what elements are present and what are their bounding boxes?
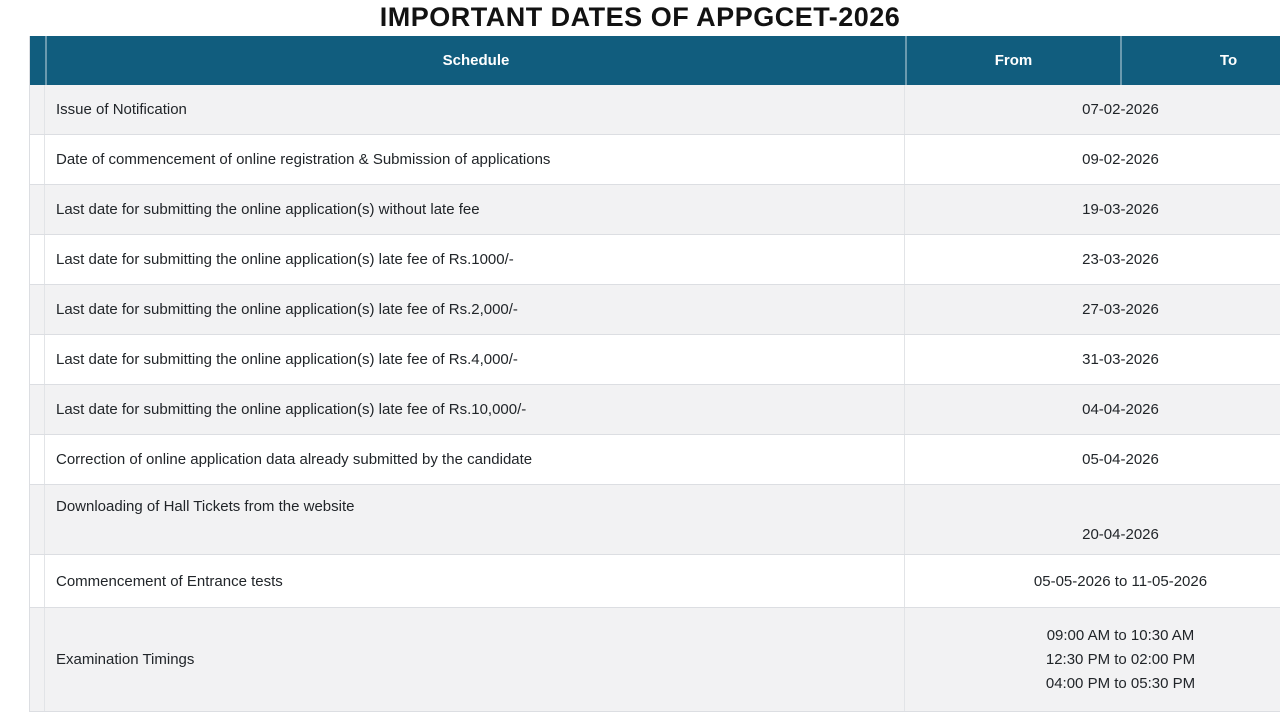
table-row-exam-timings: Examination Timings 09:00 AM to 10:30 AM…: [30, 608, 1280, 712]
row-stub-cell: [30, 385, 45, 434]
row-stub-cell: [30, 85, 45, 134]
table-row-notification: Issue of Notification 07-02-2026: [30, 85, 1280, 135]
schedule-cell: Downloading of Hall Tickets from the web…: [45, 485, 905, 554]
schedule-cell: Date of commencement of online registrat…: [45, 135, 905, 184]
table-row-correction: Correction of online application data al…: [30, 435, 1280, 485]
date-cell: 31-03-2026: [1082, 351, 1159, 368]
row-stub-cell: [30, 185, 45, 234]
timing-line: 12:30 PM to 02:00 PM: [1045, 650, 1196, 668]
date-cell: 05-04-2026: [1082, 451, 1159, 468]
schedule-cell: Last date for submitting the online appl…: [45, 385, 905, 434]
date-cell: 09-02-2026: [1082, 151, 1159, 168]
table-row-latefee-1000: Last date for submitting the online appl…: [30, 235, 1280, 285]
important-dates-table: Schedule From To Issue of Notification 0…: [29, 36, 1280, 712]
table-row-halltickets: Downloading of Hall Tickets from the web…: [30, 485, 1280, 555]
schedule-cell: Issue of Notification: [45, 85, 905, 134]
row-stub-cell: [30, 435, 45, 484]
row-stub-cell: [30, 285, 45, 334]
row-stub-cell: [30, 608, 45, 711]
header-cell-schedule: Schedule: [45, 36, 905, 85]
date-cell: 07-02-2026: [1082, 101, 1159, 118]
table-row-latefee-2000: Last date for submitting the online appl…: [30, 285, 1280, 335]
page-title: IMPORTANT DATES OF APPGCET-2026: [379, 2, 901, 32]
timing-line: 04:00 PM to 05:30 PM: [1045, 674, 1196, 692]
header-cell-sno: [30, 36, 45, 85]
table-row-latefee-10000: Last date for submitting the online appl…: [30, 385, 1280, 435]
table-header-row: Schedule From To: [30, 36, 1280, 85]
schedule-cell: Examination Timings: [45, 608, 905, 711]
header-cell-to: To: [1120, 36, 1280, 85]
table-row-entrance-tests: Commencement of Entrance tests 05-05-202…: [30, 555, 1280, 608]
row-stub-cell: [30, 335, 45, 384]
table-row-lastdate-nolatefee: Last date for submitting the online appl…: [30, 185, 1280, 235]
date-cell: 09:00 AM to 10:30 AM 12:30 PM to 02:00 P…: [905, 608, 1280, 711]
row-stub-cell: [30, 485, 45, 554]
row-stub-cell: [30, 135, 45, 184]
row-stub-cell: [30, 235, 45, 284]
table-row-latefee-4000: Last date for submitting the online appl…: [30, 335, 1280, 385]
date-cell: 04-04-2026: [1082, 401, 1159, 418]
table-row-registration-start: Date of commencement of online registrat…: [30, 135, 1280, 185]
schedule-cell: Last date for submitting the online appl…: [45, 185, 905, 234]
date-cell: 20-04-2026: [1082, 526, 1159, 543]
date-cell: 27-03-2026: [1082, 301, 1159, 318]
schedule-cell: Last date for submitting the online appl…: [45, 285, 905, 334]
date-cell: 23-03-2026: [1082, 251, 1159, 268]
schedule-cell: Correction of online application data al…: [45, 435, 905, 484]
schedule-cell: Last date for submitting the online appl…: [45, 335, 905, 384]
header-cell-from: From: [905, 36, 1120, 85]
row-stub-cell: [30, 555, 45, 607]
schedule-cell: Last date for submitting the online appl…: [45, 235, 905, 284]
date-cell: 19-03-2026: [1082, 201, 1159, 218]
date-cell: 05-05-2026 to 11-05-2026: [1033, 572, 1208, 590]
schedule-cell: Commencement of Entrance tests: [45, 555, 905, 607]
timing-line: 09:00 AM to 10:30 AM: [1046, 626, 1195, 644]
